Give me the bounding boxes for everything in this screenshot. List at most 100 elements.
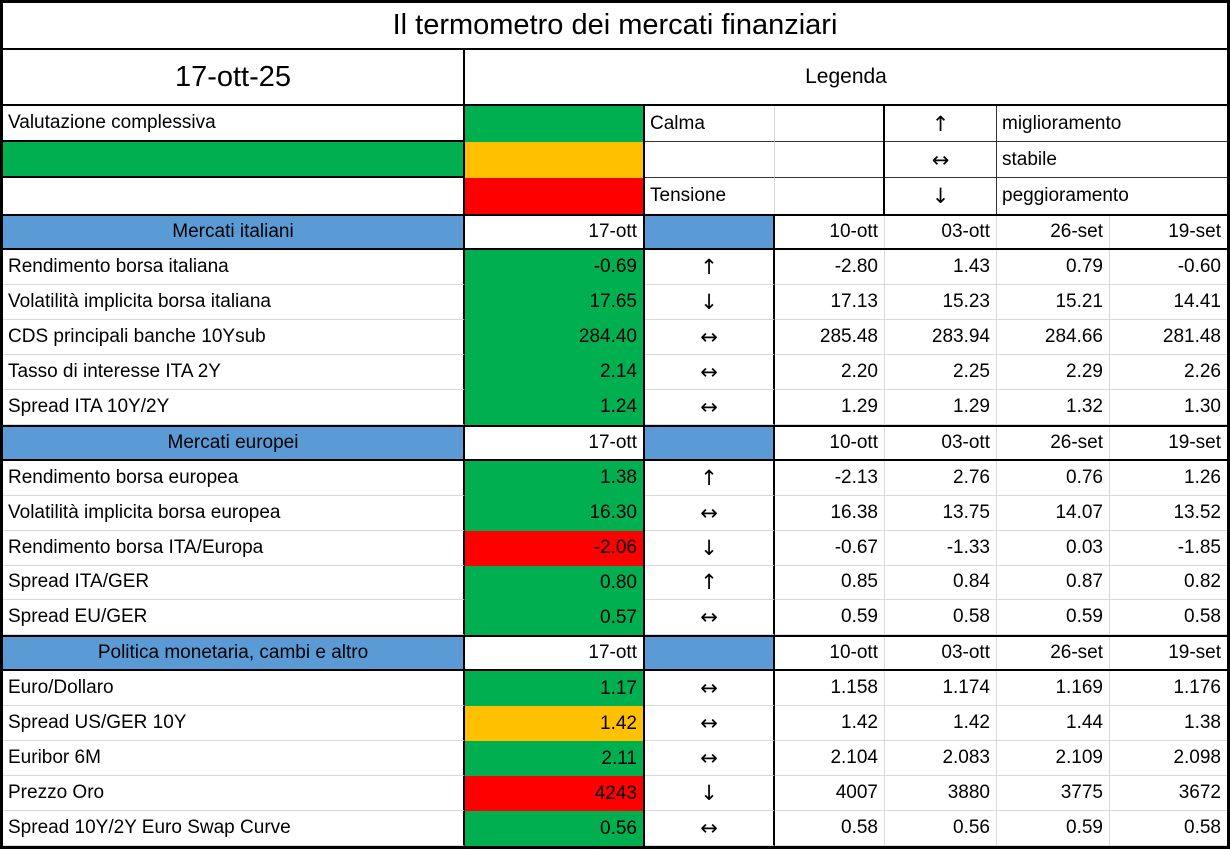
history-value: 0.87 <box>997 565 1110 601</box>
legend-meaning-stable: stabile <box>997 142 1227 178</box>
column-header-history: 26-set <box>997 426 1110 459</box>
legend-level-label-calma: Calma <box>645 106 775 142</box>
data-row: Volatilità implicita borsa europea 16.30 ↔… <box>3 495 1227 531</box>
row-label: Volatilità implicita borsa italiana <box>3 284 465 320</box>
data-row: Euro/Dollaro 1.17 ↔ 1.158 1.174 1.169 1.176 <box>3 671 1227 707</box>
column-header-history: 19-set <box>1168 221 1221 242</box>
history-value: 2.104 <box>775 741 885 777</box>
column-header-history: 03-ott <box>885 637 997 670</box>
history-value: 1.158 <box>775 671 885 707</box>
row-label: Spread EU/GER <box>3 600 465 636</box>
row-label: Rendimento borsa italiana <box>3 250 465 285</box>
history-value: 3775 <box>997 776 1110 812</box>
date-legend-row: 17-ott-25 Legenda <box>3 50 1227 106</box>
legend-swatch-tensione <box>465 178 645 214</box>
history-value: 2.083 <box>885 741 997 777</box>
trend-arrow-icon: ↔ <box>645 706 775 742</box>
history-value: -0.67 <box>775 530 885 566</box>
row-label: Euro/Dollaro <box>3 671 465 707</box>
history-value: 4007 <box>775 776 885 812</box>
data-row: Euribor 6M 2.11 ↔ 2.104 2.083 2.109 2.098 <box>3 741 1227 777</box>
left-right-arrow-icon: ↔ <box>885 142 997 178</box>
history-value: -2.80 <box>775 250 885 285</box>
row-label: Volatilità implicita borsa europea <box>3 495 465 531</box>
current-value-cell: 284.40 <box>465 319 645 355</box>
history-value: 1.30 <box>1110 390 1227 425</box>
trend-arrow-icon: ↔ <box>645 495 775 531</box>
history-value: 285.48 <box>775 319 885 355</box>
legend-level-label-middle <box>645 142 775 178</box>
overall-assessment-status-cell <box>3 142 465 178</box>
history-value: 1.29 <box>885 389 997 425</box>
legend-meaning-worsening: peggioramento <box>1002 185 1129 206</box>
column-header-history: 26-set <box>997 637 1110 670</box>
history-value: 0.58 <box>775 811 885 847</box>
history-value: 1.32 <box>997 389 1110 425</box>
history-value: 0.85 <box>775 565 885 601</box>
row-label: Rendimento borsa ITA/Europa <box>3 530 465 566</box>
column-header-history: 03-ott <box>885 216 997 248</box>
history-value: 2.25 <box>885 354 997 390</box>
row-label: Spread US/GER 10Y <box>3 706 465 742</box>
data-row: Rendimento borsa ITA/Europa -2.06 ↓ -0.67 -1… <box>3 530 1227 566</box>
history-value: 0.03 <box>997 530 1110 566</box>
row-label: Rendimento borsa europea <box>3 460 465 496</box>
current-value-cell: 1.42 <box>465 706 645 742</box>
legend-swatch-warning <box>465 142 645 178</box>
history-value: 1.44 <box>997 706 1110 742</box>
trend-arrow-icon: ↑ <box>645 460 775 496</box>
data-row: Spread ITA/GER 0.80 ↑ 0.85 0.84 0.87 0.82 <box>3 565 1227 601</box>
section-header-row: Politica monetaria, cambi e altro 17-ott 1… <box>3 635 1227 672</box>
section-title: Mercati italiani <box>3 216 465 248</box>
history-value: 1.176 <box>1110 671 1227 707</box>
trend-arrow-icon: ↓ <box>645 776 775 812</box>
history-value: 0.76 <box>997 460 1110 496</box>
trend-arrow-icon: ↓ <box>645 284 775 320</box>
trend-arrow-icon: ↔ <box>645 389 775 425</box>
legend-swatch-calma <box>465 106 645 142</box>
history-value: 1.43 <box>885 250 997 285</box>
legend-row-middle: ↔ stabile <box>3 142 1227 178</box>
legend-spacer-cell <box>775 142 885 178</box>
history-value: 15.21 <box>997 284 1110 320</box>
history-value: -1.85 <box>1110 531 1227 566</box>
legend-spacer-cell <box>775 178 885 214</box>
history-value: 2.20 <box>775 354 885 390</box>
trend-arrow-icon: ↔ <box>645 600 775 636</box>
history-value: 0.59 <box>997 811 1110 847</box>
history-value: 2.76 <box>885 460 997 496</box>
history-value: 15.23 <box>885 284 997 320</box>
current-value-cell: 0.80 <box>465 565 645 601</box>
history-value: 1.38 <box>1110 706 1227 742</box>
history-value: 0.56 <box>885 811 997 847</box>
history-value: 0.79 <box>997 250 1110 285</box>
column-header-history: 19-set <box>1168 431 1221 453</box>
section-header-row: Mercati europei 17-ott 10-ott 03-ott 26-set 1… <box>3 424 1227 461</box>
history-value: 0.84 <box>885 565 997 601</box>
history-value: 0.58 <box>885 600 997 636</box>
section-header-trend-spacer <box>645 216 775 248</box>
history-value: 1.29 <box>775 389 885 425</box>
column-header-current: 17-ott <box>465 426 645 459</box>
current-value-cell: -0.69 <box>465 250 645 285</box>
history-value: 2.098 <box>1110 741 1227 777</box>
legend-spacer-cell <box>775 106 885 142</box>
trend-arrow-icon: ↔ <box>645 811 775 847</box>
legend-title: Legenda <box>805 65 887 88</box>
section-header-trend-spacer <box>645 426 775 459</box>
title-row: Il termometro dei mercati finanziari <box>3 3 1227 50</box>
trend-arrow-icon: ↔ <box>645 671 775 707</box>
column-header-history: 19-set <box>1168 642 1221 664</box>
current-value-cell: 0.56 <box>465 811 645 847</box>
history-value: 1.174 <box>885 671 997 707</box>
history-value: 0.82 <box>1110 566 1227 601</box>
section-title: Mercati europei <box>3 426 465 459</box>
history-value: 2.29 <box>997 354 1110 390</box>
legend-empty-cell <box>3 178 465 214</box>
history-value: 283.94 <box>885 319 997 355</box>
trend-arrow-icon: ↔ <box>645 354 775 390</box>
history-value: 284.66 <box>997 319 1110 355</box>
legend-meaning-improvement: miglioramento <box>997 106 1227 142</box>
column-header-history: 26-set <box>997 216 1110 248</box>
